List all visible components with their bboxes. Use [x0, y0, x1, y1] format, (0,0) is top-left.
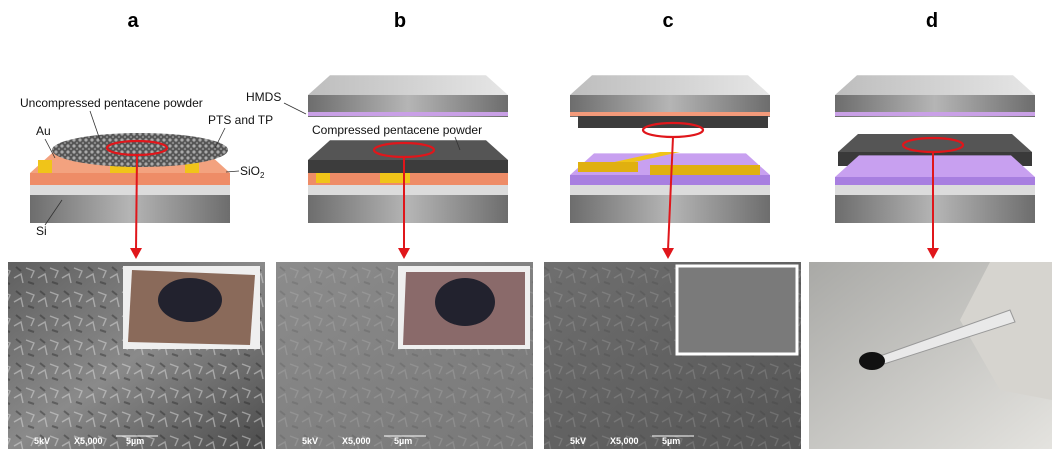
pellet: [859, 352, 885, 370]
sem-voltage: 5kV: [570, 436, 586, 446]
arrow-head: [398, 248, 410, 259]
hmds: [308, 112, 508, 116]
slab-front: [835, 185, 1035, 195]
annotation: SiO2: [240, 164, 265, 180]
arrow-head: [130, 248, 142, 259]
slab-front: [308, 185, 508, 195]
sem-magnification: X5,000: [74, 436, 103, 446]
slab-top: [835, 75, 1035, 95]
inset-pellet: [158, 278, 222, 322]
layer: [570, 112, 770, 116]
inset-pellet: [435, 278, 495, 326]
arrow-head: [927, 248, 939, 259]
annotation: Au: [36, 124, 51, 138]
panel-label: b: [394, 10, 406, 32]
slab-front: [308, 195, 508, 223]
slab-front: [30, 195, 230, 223]
panel-label: d: [926, 10, 938, 32]
inset-sem: [677, 266, 797, 354]
annotation: HMDS: [246, 90, 281, 104]
sem-voltage: 5kV: [34, 436, 50, 446]
annotation: PTS and TP: [208, 113, 273, 127]
au-pad: [38, 160, 52, 173]
leader: [226, 171, 239, 172]
arrow: [136, 155, 137, 250]
slab-front: [30, 173, 230, 185]
panel-label: a: [127, 10, 139, 32]
au-bar: [650, 165, 760, 175]
leader: [284, 103, 306, 114]
annotation: Compressed pentacene powder: [312, 123, 482, 137]
sem-voltage: 5kV: [302, 436, 318, 446]
micrographs: 5kV X5,000 5µm 5kV X5,000 5µm 5kV X5,000 5µm: [8, 262, 1052, 449]
panel-label: c: [662, 10, 673, 32]
arrow-head: [662, 248, 674, 259]
slab-front: [30, 185, 230, 195]
figure: a b c d Uncompressed pentacene powder Au…: [0, 0, 1054, 449]
au-bar: [578, 162, 638, 172]
sem-scale: 5µm: [394, 436, 412, 446]
sem-magnification: X5,000: [342, 436, 371, 446]
sem-magnification: X5,000: [610, 436, 639, 446]
annotation: Si: [36, 224, 47, 238]
slab-top: [838, 134, 1032, 152]
sem-scale: 5µm: [662, 436, 680, 446]
slab-top: [570, 75, 770, 95]
powder: [52, 133, 228, 167]
hmds: [835, 112, 1035, 116]
slab-front: [308, 160, 508, 173]
sem-scale: 5µm: [126, 436, 144, 446]
slab-top: [835, 155, 1035, 177]
slab-top: [308, 75, 508, 95]
slab-front: [835, 195, 1035, 223]
slab-front: [835, 177, 1035, 185]
annotation: Uncompressed pentacene powder: [20, 96, 203, 110]
